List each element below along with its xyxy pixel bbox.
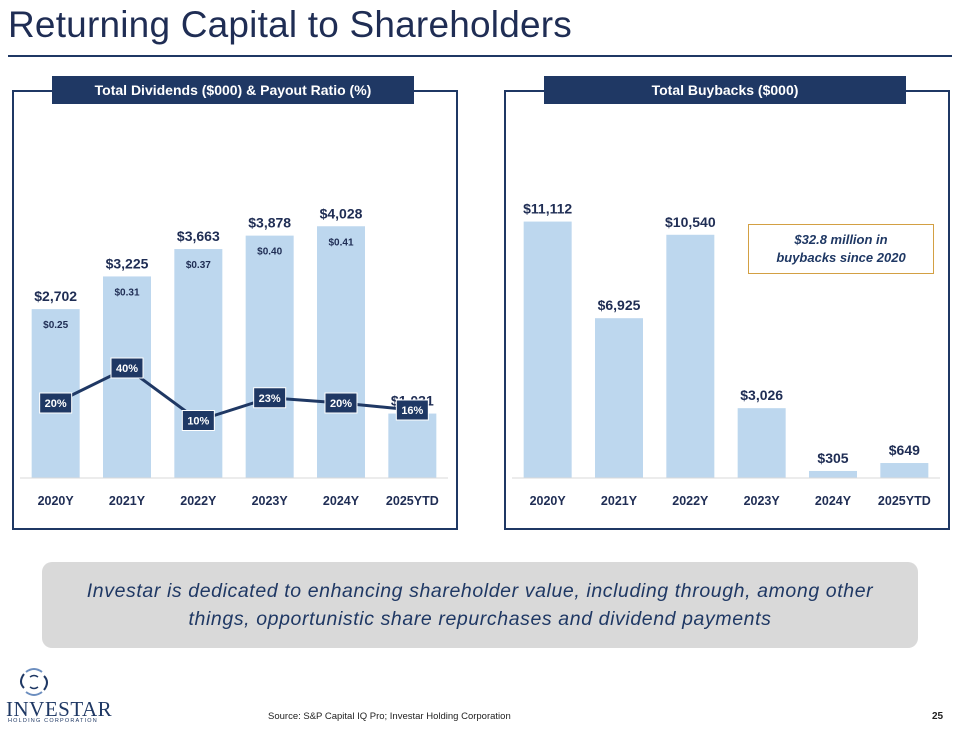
bar-2025YTD [388,413,437,478]
x-tick-label: 2024Y [815,494,852,508]
x-tick-label: 2021Y [601,494,638,508]
bar-2023Y [245,235,294,478]
bar-value-label: $305 [817,450,848,466]
dividend-per-share-label: $0.37 [186,260,211,271]
x-tick-label: 2023Y [744,494,781,508]
buybacks-chart: $11,112 2020Y $6,925 2021Y $10,540 2022Y $3,02… [512,201,940,508]
payout-ratio-label: 20% [45,398,67,410]
bar-2020Y [523,221,572,479]
payout-ratio-label: 20% [330,398,352,410]
buybacks-panel-title: Total Buybacks ($000) [544,76,906,104]
source-note: Source: S&P Capital IQ Pro; Investar Hol… [268,711,511,722]
bar-value-label: $3,225 [106,255,149,271]
dividend-per-share-label: $0.31 [114,287,139,298]
x-tick-label: 2022Y [672,494,709,508]
dividends-chart: $2,702 $0.25 2020Y $3,225 $0.31 2021Y $3,663 $0… [20,205,448,508]
bar-2025YTD [880,463,929,478]
payout-ratio-label: 10% [187,416,209,428]
payout-ratio-marker [395,399,429,421]
payout-ratio-label: 16% [401,405,423,417]
dividend-per-share-label: $0.41 [328,237,353,248]
page-title: Returning Capital to Shareholders [8,4,572,45]
dividends-panel [12,90,458,530]
bar-value-label: $3,878 [248,215,291,231]
bar-2022Y [174,249,223,478]
payout-ratio-label: 23% [259,393,281,405]
logo-subtitle: HOLDING CORPORATION [8,718,98,724]
payout-ratio-marker [39,392,73,414]
bar-value-label: $6,925 [598,297,641,313]
bar-value-label: $2,702 [34,288,77,304]
payout-ratio-marker [110,357,144,379]
bar-value-label: $11,112 [523,201,572,217]
x-tick-label: 2020Y [38,494,75,508]
dividend-per-share-label: $0.40 [257,247,282,258]
investar-logo-icon [20,668,48,696]
payout-ratio-label: 40% [116,363,138,375]
callout-line-1: $32.8 million in [794,232,888,247]
x-tick-label: 2022Y [180,494,217,508]
dividend-per-share-label: $0.25 [43,320,68,331]
buybacks-callout: $32.8 million in buybacks since 2020 [748,224,934,274]
x-tick-label: 2023Y [252,494,289,508]
x-tick-label: 2020Y [530,494,567,508]
payout-ratio-marker [324,392,358,414]
payout-ratio-marker [181,410,215,431]
bar-2024Y [317,226,365,478]
x-tick-label: 2025YTD [878,494,931,508]
bar-value-label: $649 [889,442,920,458]
bar-value-label: $3,026 [740,387,783,403]
logo-name: INVESTAR [6,697,113,721]
x-tick-label: 2024Y [323,494,360,508]
mission-banner: Investar is dedicated to enhancing share… [42,562,918,648]
bar-value-label: $4,028 [320,205,363,221]
bar-value-label: $10,540 [665,214,716,230]
dividends-panel-title: Total Dividends ($000) & Payout Ratio (%… [52,76,414,104]
title-rule [8,55,952,57]
bar-value-label: $3,663 [177,228,220,244]
x-tick-label: 2025YTD [386,494,439,508]
page-number: 25 [932,711,944,722]
callout-line-2: buybacks since 2020 [776,250,906,265]
bar-2022Y [666,234,715,478]
x-tick-label: 2021Y [109,494,146,508]
bar-2023Y [737,408,786,478]
bar-2021Y [595,318,643,478]
bar-2024Y [809,470,857,478]
buybacks-panel [504,90,950,530]
payout-ratio-marker [253,387,287,409]
